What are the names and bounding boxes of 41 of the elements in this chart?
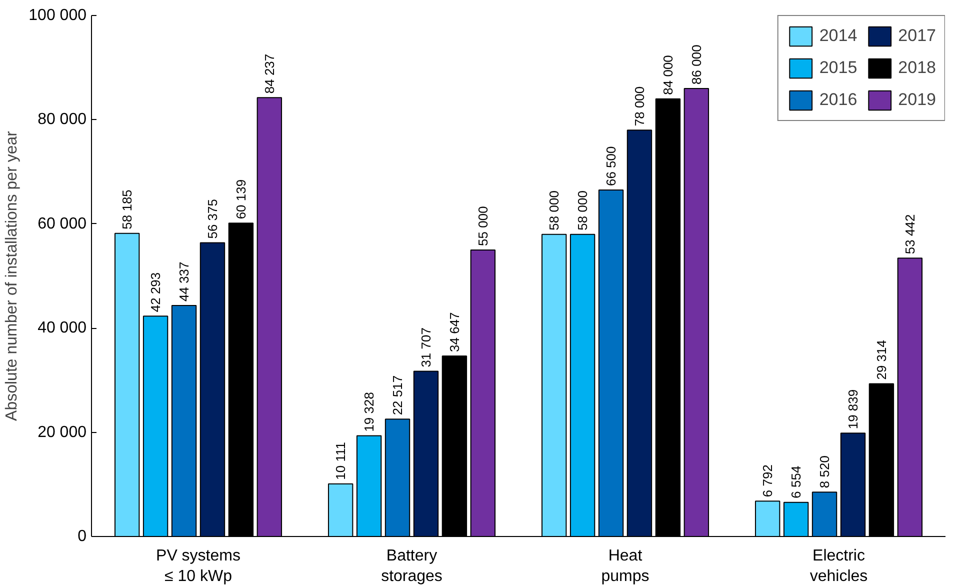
legend-label: 2016 — [819, 90, 858, 110]
data-label: 66 500 — [604, 146, 619, 186]
y-axis-title: Absolute number of installations per year — [4, 130, 21, 421]
legend-label: 2018 — [898, 58, 936, 78]
data-label: 34 647 — [446, 312, 462, 352]
data-label: 58 000 — [546, 190, 562, 230]
data-label: 84 000 — [660, 55, 676, 95]
data-label: 29 314 — [874, 340, 889, 380]
y-tick-label: 0 — [78, 528, 87, 545]
legend-label: 2014 — [819, 26, 858, 46]
data-label: 60 139 — [233, 179, 248, 220]
legend-label: 2019 — [898, 90, 936, 110]
x-tick-label: Battery storages — [381, 548, 442, 585]
data-label: 86 000 — [688, 44, 704, 84]
data-label: 10 111 — [333, 442, 348, 480]
data-label: 58 185 — [120, 190, 135, 230]
legend-label: 2015 — [819, 58, 858, 78]
data-label: 19 839 — [845, 389, 860, 430]
data-label: 42 293 — [148, 272, 164, 312]
data-label: 44 337 — [176, 262, 192, 302]
y-tick-label: 60 000 — [38, 215, 87, 232]
data-label: 22 517 — [390, 375, 406, 416]
x-tick-label: Heat pumps — [601, 548, 650, 585]
y-tick-label: 40 000 — [38, 320, 87, 337]
data-label: 53 442 — [902, 214, 918, 254]
data-label: 58 000 — [575, 190, 590, 230]
y-tick-label: 100 000 — [28, 7, 87, 24]
data-label: 6 554 — [788, 466, 804, 498]
data-label: 78 000 — [632, 86, 647, 126]
data-label: 19 328 — [362, 392, 377, 432]
legend-label: 2017 — [898, 26, 936, 46]
data-label: 8 520 — [817, 456, 832, 488]
x-tick-label: PV systems ≤ 10 kWp — [156, 548, 240, 585]
data-label: 31 707 — [418, 328, 434, 368]
y-tick-label: 20 000 — [38, 424, 87, 441]
y-tick-label: 80 000 — [38, 111, 87, 128]
data-label: 56 375 — [204, 199, 220, 239]
x-tick-label: Electric vehicles — [810, 548, 868, 585]
data-label: 6 792 — [760, 464, 776, 498]
data-label: 55 000 — [475, 206, 490, 246]
data-label: 84 237 — [262, 54, 277, 94]
